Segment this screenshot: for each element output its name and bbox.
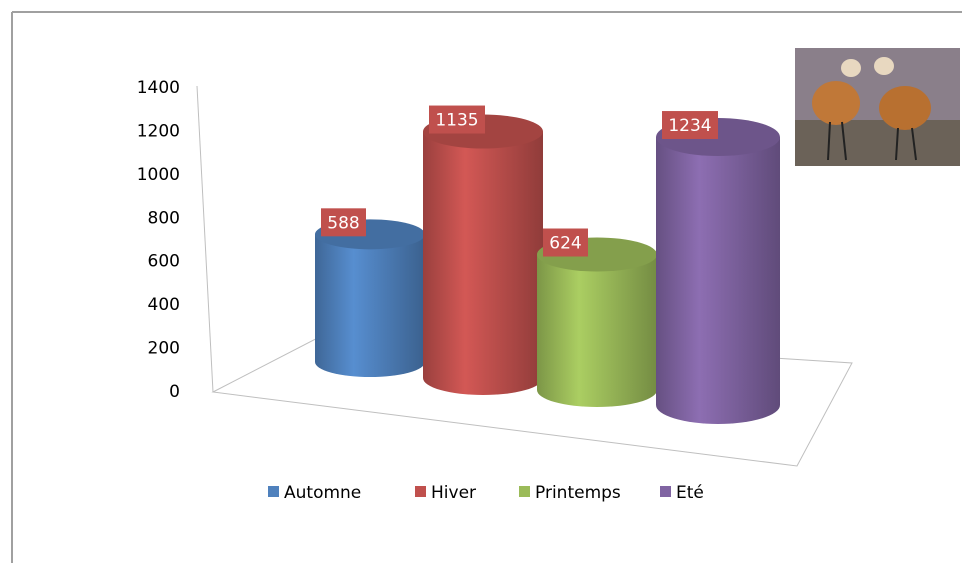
y-tick-label: 400	[148, 295, 180, 315]
data-label-box	[662, 111, 718, 140]
legend-label: Printemps	[535, 483, 621, 503]
data-label: 588	[327, 213, 359, 233]
cylinder-body	[423, 131, 543, 396]
legend-label: Automne	[284, 483, 361, 503]
y-tick-label: 1200	[137, 121, 180, 141]
y-tick-label: 200	[148, 339, 180, 359]
floor	[211, 329, 853, 467]
data-label: 624	[549, 234, 581, 254]
legend-swatch	[415, 486, 426, 497]
legend-swatch	[660, 486, 671, 497]
data-label-box	[543, 228, 588, 257]
cylinder-body	[537, 254, 657, 407]
back-wall	[196, 85, 214, 393]
y-tick-label: 0	[169, 382, 180, 402]
legend-label: Eté	[676, 483, 704, 503]
data-label-box	[321, 208, 366, 237]
data-label: 1234	[668, 116, 711, 136]
y-tick-label: 1400	[137, 78, 180, 98]
y-tick-label: 600	[148, 252, 180, 272]
y-tick-label: 800	[148, 208, 180, 228]
photo	[795, 48, 960, 166]
legend-swatch	[268, 486, 279, 497]
legend-label: Hiver	[431, 483, 476, 503]
legend-swatch	[519, 486, 530, 497]
y-tick-label: 1000	[137, 165, 180, 185]
data-label-box	[429, 105, 485, 134]
cylinder-body	[315, 234, 425, 377]
data-label: 1135	[435, 111, 478, 131]
cylinder-body	[656, 137, 780, 424]
